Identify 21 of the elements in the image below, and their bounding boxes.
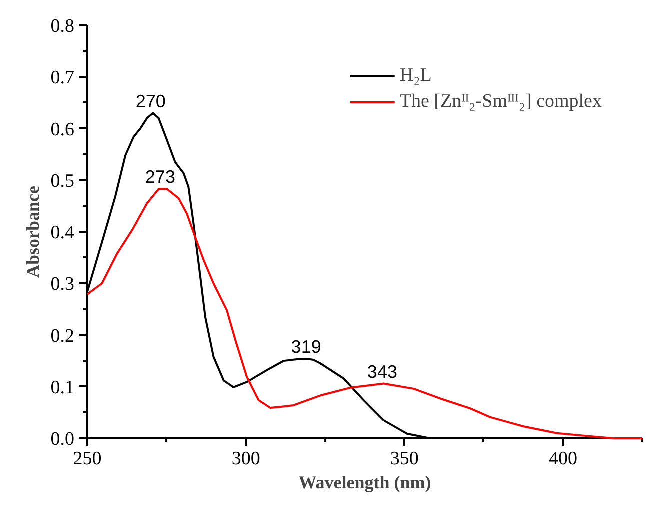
legend-label: The [Znᴵᴵ₂-Smᴵᴵᴵ₂] complex [400, 91, 602, 113]
x-tick-label: 350 [390, 448, 419, 470]
legend-label: H₂L [400, 65, 432, 87]
y-tick-label: 0.5 [50, 170, 74, 192]
annotation: 270 [136, 91, 166, 112]
annotation: 273 [145, 167, 176, 188]
y-tick-label: 0.3 [50, 274, 74, 296]
y-tick-label: 0.4 [50, 222, 75, 244]
x-axis-title: Wavelength (nm) [298, 472, 432, 492]
x-tick-label: 300 [232, 448, 260, 470]
annotation: 343 [367, 362, 398, 382]
x-tick-label: 400 [548, 448, 578, 470]
y-tick-label: 0.7 [50, 68, 74, 89]
y-axis-title: Absorbance [22, 186, 43, 278]
y-tick-label: 0.1 [50, 377, 74, 398]
y-tick-label: 0.0 [50, 429, 74, 450]
y-tick-label: 0.2 [50, 326, 74, 347]
x-tick-label: 250 [73, 448, 102, 470]
annotation: 319 [291, 336, 322, 357]
y-tick-label: 0.6 [50, 119, 74, 140]
y-tick-label: 0.8 [50, 16, 74, 37]
